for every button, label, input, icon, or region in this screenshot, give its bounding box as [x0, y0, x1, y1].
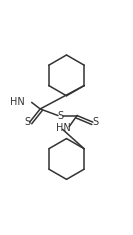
- Text: S: S: [57, 110, 64, 121]
- Text: S: S: [24, 117, 30, 127]
- Text: HN: HN: [57, 123, 71, 133]
- Text: HN: HN: [10, 97, 24, 107]
- Text: S: S: [92, 117, 99, 127]
